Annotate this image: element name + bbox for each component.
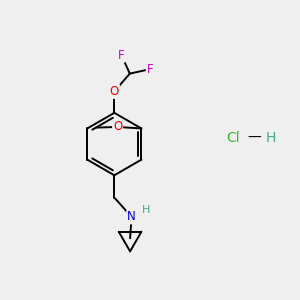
Text: F: F [118,49,125,62]
Text: H: H [142,205,150,215]
Text: O: O [110,85,119,98]
Text: F: F [147,63,153,76]
Text: —: — [248,131,262,145]
Text: O: O [113,121,122,134]
Text: Cl: Cl [226,131,240,145]
Text: H: H [266,131,277,145]
Text: N: N [127,210,136,224]
